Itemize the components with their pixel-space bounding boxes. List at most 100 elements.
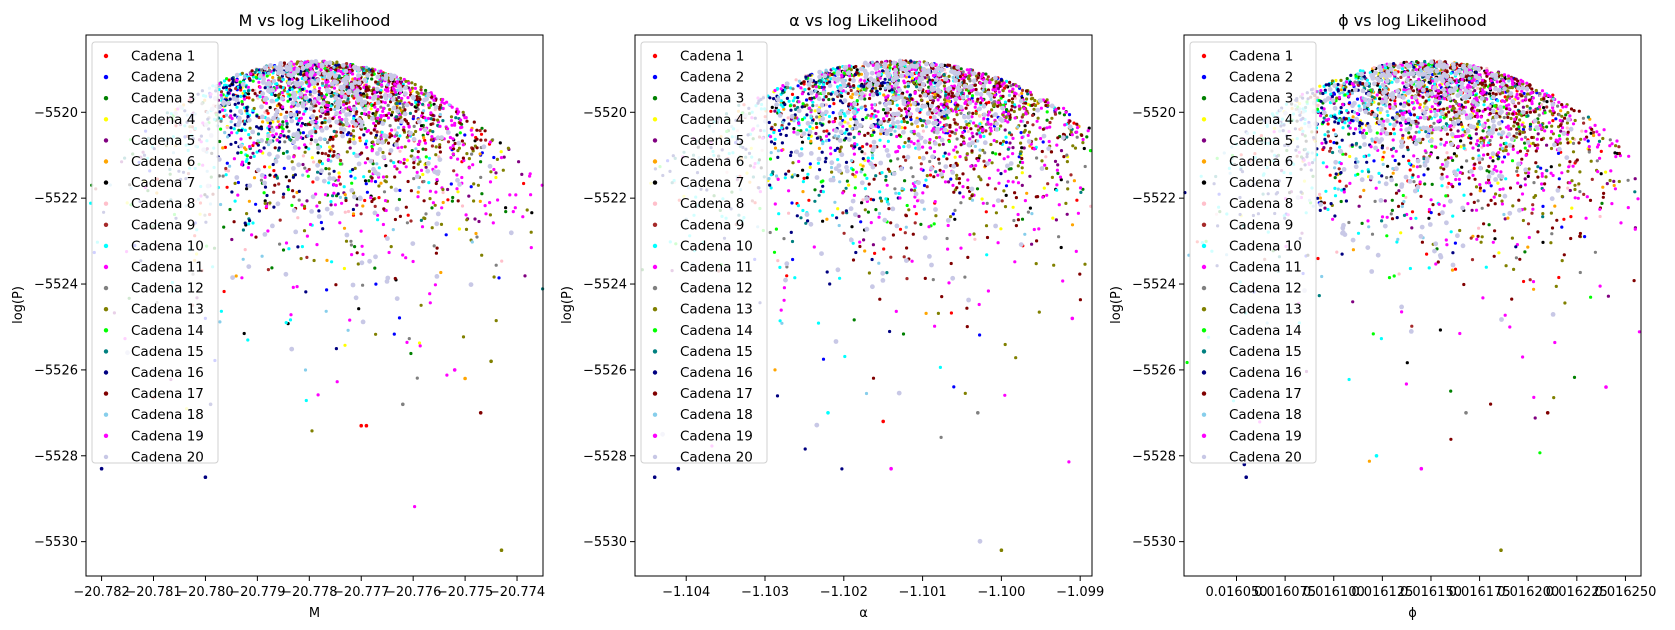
data-point-alpha-series-13	[1018, 107, 1022, 111]
data-point-alpha-series-18	[922, 207, 926, 211]
data-point-alpha-series-13	[1034, 262, 1038, 266]
data-point-m-series-19	[353, 77, 357, 81]
data-point-alpha-series-13	[989, 142, 993, 147]
data-point-m-series-14	[458, 131, 462, 135]
data-point-alpha-series-6	[933, 92, 937, 97]
data-point-alpha-series-11	[1003, 393, 1007, 397]
data-point-m-series-13	[403, 145, 407, 149]
data-point-m-series-16	[291, 175, 295, 179]
outlier-point-m-12	[452, 368, 457, 372]
data-point-alpha-series-14	[1045, 110, 1049, 114]
data-point-m-series-13	[480, 253, 484, 257]
data-point-m-series-20	[345, 76, 351, 81]
data-point-m-series-17	[456, 199, 460, 203]
data-point-alpha-series-16	[820, 123, 824, 127]
data-point-m-series-20	[334, 119, 340, 125]
data-point-m-series-16	[239, 128, 244, 133]
data-point-m-series-3	[370, 77, 374, 81]
data-point-m-series-11	[488, 180, 493, 184]
data-point-alpha-series-13	[965, 152, 969, 156]
legend-marker-m	[103, 243, 109, 249]
data-point-m-series-20	[381, 154, 387, 160]
data-point-alpha-series-18	[780, 321, 784, 325]
data-point-alpha-series-17	[872, 177, 876, 181]
data-point-alpha-series-1	[873, 251, 877, 255]
data-point-alpha-series-18	[981, 88, 985, 92]
data-point-alpha-series-12	[928, 159, 932, 164]
data-point-alpha-series-19	[831, 120, 835, 124]
data-point-m-series-13	[529, 230, 533, 234]
data-point-m-series-13	[413, 82, 417, 87]
data-point-alpha-series-18	[837, 134, 841, 138]
data-point-m-series-1	[446, 198, 450, 202]
data-point-m-series-5	[319, 114, 323, 118]
data-point-m-series-20	[416, 119, 422, 125]
data-point-m-series-6	[439, 270, 443, 275]
data-point-alpha-series-16	[784, 172, 788, 176]
data-point-m-series-20	[355, 97, 361, 103]
data-point-alpha-series-10	[769, 173, 773, 177]
data-point-alpha-series-6	[1025, 191, 1029, 195]
data-point-alpha-series-16	[825, 270, 829, 274]
data-point-m-series-17	[414, 109, 418, 113]
data-point-m-series-20	[357, 195, 363, 201]
data-point-m-series-10	[398, 134, 402, 138]
data-point-m-series-13	[433, 203, 437, 207]
data-point-alpha-series-7	[1059, 245, 1063, 250]
data-point-m-series-19	[342, 103, 346, 107]
x-tick-label-m: −20.774	[489, 585, 545, 600]
data-point-alpha-series-11	[986, 289, 991, 293]
data-point-m-series-18	[375, 162, 379, 166]
data-point-alpha-series-19	[1026, 133, 1030, 137]
data-point-m-series-11	[315, 204, 319, 208]
data-point-m-series-7	[247, 161, 251, 165]
data-point-m-series-11	[416, 195, 420, 199]
data-point-alpha-series-7	[770, 105, 774, 109]
data-point-alpha-series-18	[877, 261, 881, 265]
data-point-m-series-11	[292, 155, 296, 159]
data-point-alpha-series-14	[970, 94, 975, 98]
data-point-alpha-series-14	[855, 99, 859, 103]
data-point-alpha-series-19	[840, 74, 844, 78]
data-point-m-series-2	[319, 220, 323, 225]
data-point-m-series-9	[219, 90, 224, 94]
data-point-m-series-10	[379, 88, 383, 92]
data-point-alpha-series-17	[903, 107, 907, 111]
data-point-m-series-14	[254, 75, 258, 80]
data-point-m-series-20	[433, 104, 439, 110]
legend-marker-m	[103, 370, 109, 375]
data-point-m-series-20	[352, 140, 357, 146]
data-point-alpha-series-2	[831, 111, 835, 115]
data-point-m-series-13	[278, 76, 282, 80]
data-point-alpha-series-16	[958, 191, 962, 195]
data-point-m-series-19	[289, 313, 293, 317]
data-point-alpha-series-14	[774, 227, 779, 231]
data-point-m-series-3	[222, 225, 226, 229]
data-point-alpha-series-11	[869, 114, 873, 118]
data-point-m-series-18	[323, 75, 327, 79]
data-point-alpha-series-17	[889, 221, 893, 225]
data-point-alpha-series-16	[768, 96, 772, 100]
data-point-m-series-20	[399, 119, 404, 124]
data-point-m-series-20	[316, 145, 321, 151]
data-point-m-series-10	[304, 398, 308, 403]
data-point-m-series-20	[275, 70, 281, 76]
data-point-alpha-series-12	[768, 230, 772, 235]
data-point-m-series-5	[462, 113, 466, 117]
data-point-m-series-16	[242, 94, 246, 98]
data-point-alpha-series-19	[992, 138, 996, 143]
data-point-m-series-16	[243, 122, 247, 126]
data-point-alpha-series-12	[953, 208, 957, 212]
data-point-m-series-17	[332, 150, 336, 154]
data-point-alpha-series-11	[977, 302, 981, 307]
data-point-alpha-series-12	[945, 123, 949, 127]
data-point-m-series-2	[463, 133, 467, 137]
data-point-alpha-series-7	[1004, 193, 1008, 197]
data-point-m-series-12	[424, 212, 428, 216]
data-point-m-series-19	[511, 210, 515, 214]
data-point-alpha-series-2	[791, 257, 795, 262]
data-point-alpha-series-5	[1054, 218, 1058, 222]
data-point-m-series-16	[229, 126, 233, 130]
data-point-alpha-series-18	[833, 200, 837, 204]
data-point-m-series-11	[434, 190, 438, 194]
